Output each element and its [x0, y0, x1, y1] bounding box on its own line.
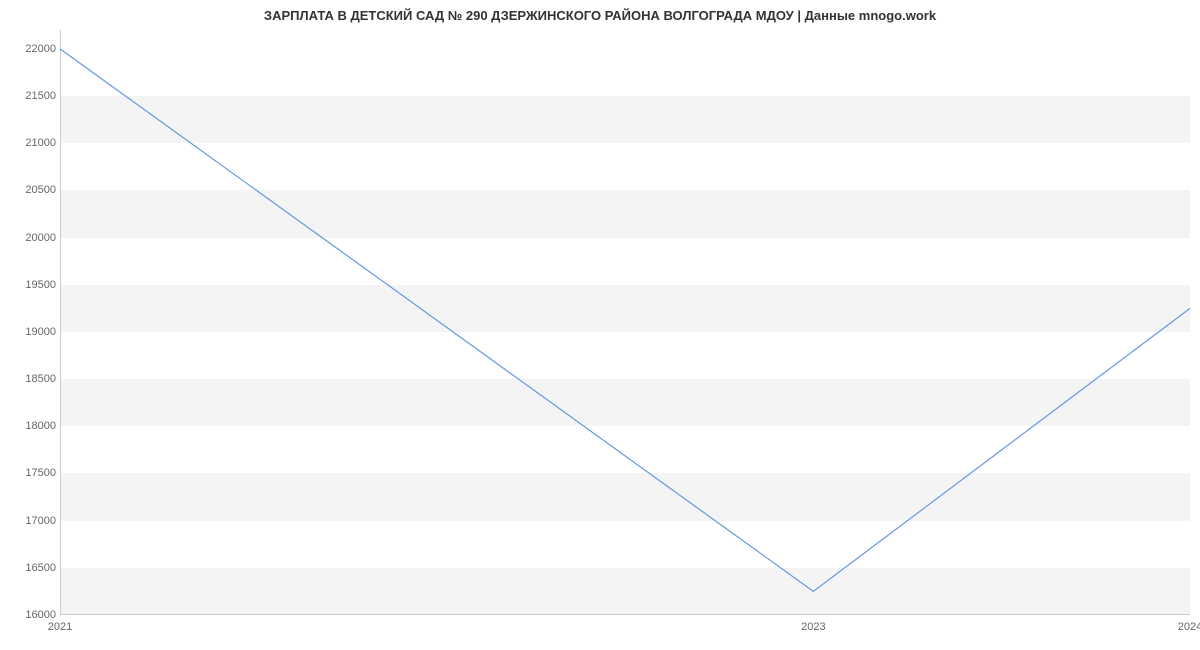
y-tick-label: 18000: [12, 420, 56, 432]
y-tick-label: 16000: [12, 609, 56, 621]
x-tick-label: 2023: [801, 621, 825, 633]
y-tick-label: 21000: [12, 137, 56, 149]
series-line: [60, 49, 1190, 592]
x-tick-label: 2021: [48, 621, 72, 633]
chart-title: ЗАРПЛАТА В ДЕТСКИЙ САД № 290 ДЗЕРЖИНСКОГ…: [0, 8, 1200, 23]
y-tick-label: 19000: [12, 326, 56, 338]
y-tick-label: 17500: [12, 467, 56, 479]
plot-area: 1600016500170001750018000185001900019500…: [60, 30, 1190, 615]
y-tick-label: 20500: [12, 184, 56, 196]
y-tick-label: 19500: [12, 279, 56, 291]
data-line: [60, 30, 1190, 615]
y-tick-label: 21500: [12, 90, 56, 102]
y-tick-label: 20000: [12, 232, 56, 244]
y-tick-label: 22000: [12, 43, 56, 55]
y-tick-label: 18500: [12, 373, 56, 385]
y-tick-label: 17000: [12, 515, 56, 527]
y-tick-label: 16500: [12, 562, 56, 574]
salary-line-chart: ЗАРПЛАТА В ДЕТСКИЙ САД № 290 ДЗЕРЖИНСКОГ…: [0, 0, 1200, 650]
x-tick-label: 2024: [1178, 621, 1200, 633]
